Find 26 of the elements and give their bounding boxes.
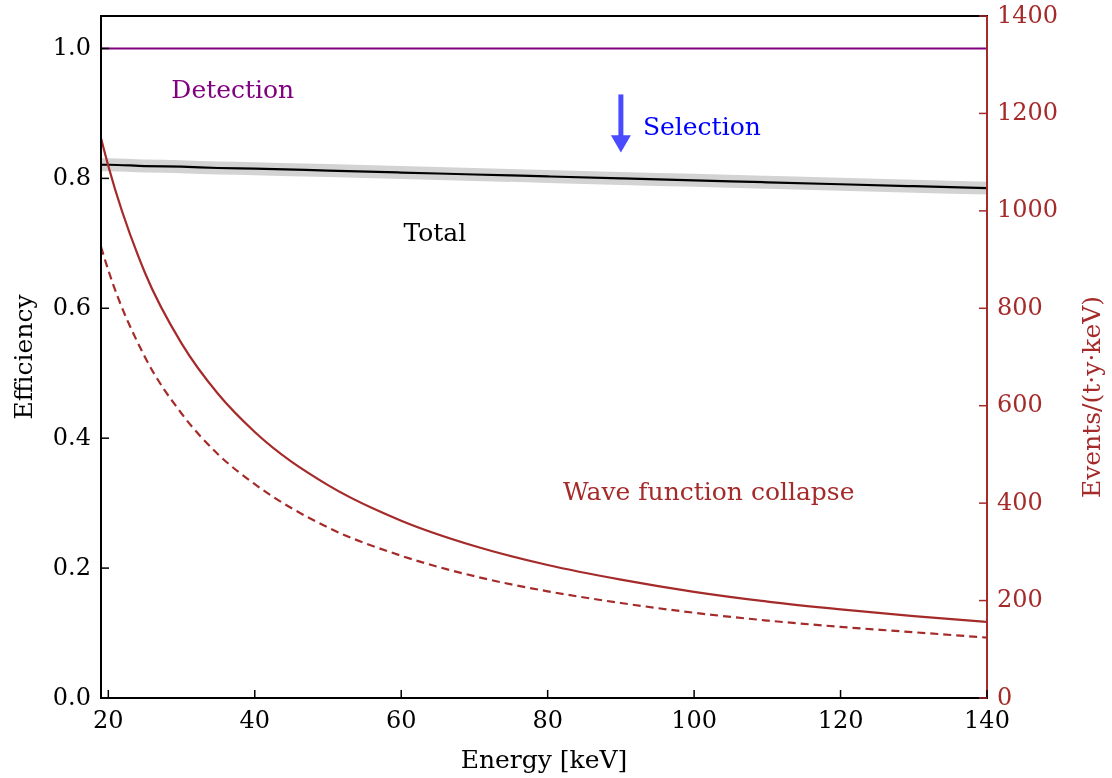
y-tick-label: 0.2: [52, 552, 91, 581]
y-tick-label: 0.4: [52, 422, 91, 451]
y2-tick-label: 400: [997, 487, 1043, 516]
series-label: Detection: [171, 75, 295, 105]
y2-axis-title: Events/(t·y·keV): [1077, 295, 1106, 499]
y-axis-title: Efficiency: [9, 293, 38, 420]
y2-tick-label: 200: [997, 585, 1043, 614]
series-label: Total: [403, 217, 467, 247]
x-tick-label: 120: [817, 706, 864, 734]
x-tick-label: 80: [532, 706, 563, 734]
x-tick-label: 60: [385, 706, 417, 734]
y2-tick-label: 1200: [997, 97, 1059, 126]
y-tick-label: 0.8: [52, 162, 91, 191]
y-tick-label: 0.0: [52, 682, 91, 711]
x-axis-title: Energy [keV]: [460, 745, 628, 774]
y-tick-label: 1.0: [52, 32, 91, 61]
y-tick-label: 0.6: [52, 292, 91, 321]
annotation: Selection: [642, 112, 761, 142]
x-tick-label: 40: [239, 706, 271, 734]
x-tick-label: 100: [671, 706, 718, 734]
y2-tick-label: 800: [997, 292, 1043, 321]
y2-tick-label: 1400: [997, 0, 1059, 29]
x-tick-label: 20: [93, 706, 124, 734]
y2-tick-label: 1000: [997, 195, 1059, 224]
y2-tick-label: 600: [997, 390, 1043, 419]
text: Wave function collapse: [563, 476, 855, 506]
